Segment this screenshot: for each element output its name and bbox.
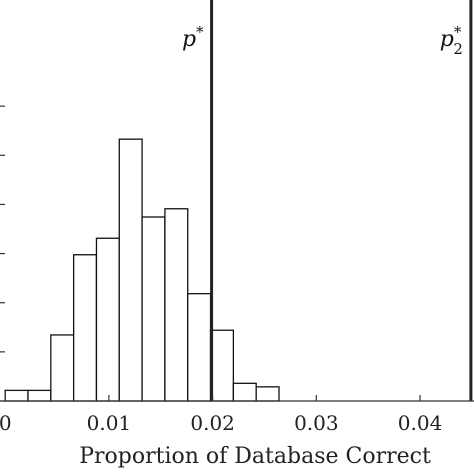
x-tick-label: 0.03	[294, 411, 339, 435]
threshold-label-1: p*	[182, 23, 204, 52]
histogram-bar	[118, 138, 143, 402]
histogram-bar	[72, 254, 98, 402]
histogram-bar	[141, 216, 166, 402]
x-tick-label: 0.04	[398, 411, 443, 435]
histogram-bar	[232, 382, 257, 402]
histogram-bars	[4, 138, 280, 402]
histogram-bar	[209, 329, 235, 402]
x-axis-label: Proportion of Database Correct	[79, 444, 431, 469]
threshold-lines: p* p* 2	[182, 0, 473, 401]
x-tick-label: 0.01	[87, 411, 132, 435]
histogram-bar	[164, 208, 189, 402]
x-axis-ticks: 0 0.01 0.02 0.03 0.04	[0, 395, 442, 435]
x-tick-label: 0.02	[190, 411, 235, 435]
threshold-label-2: p* 2	[440, 23, 463, 58]
y-axis-ticks	[0, 105, 5, 402]
histogram-bar	[255, 386, 280, 402]
histogram-bar	[27, 389, 52, 402]
x-tick-label: 0	[0, 411, 12, 435]
histogram-bar	[50, 334, 75, 402]
histogram-bar	[187, 293, 212, 402]
histogram-bar	[4, 389, 29, 402]
histogram-bar	[95, 237, 120, 402]
